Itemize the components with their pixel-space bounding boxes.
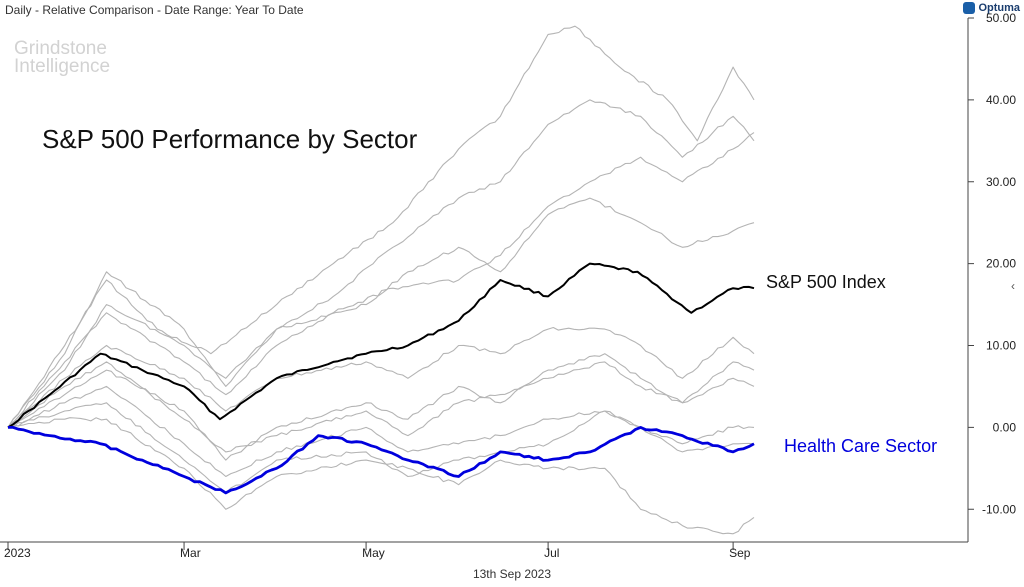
x-tick-label: Jul (544, 546, 559, 560)
y-tick-label: 10.00 (986, 339, 1016, 353)
y-tick-label: 40.00 (986, 93, 1016, 107)
y-tick-label: -10.00 (982, 502, 1016, 516)
y-tick-label: 50.00 (986, 11, 1016, 25)
sector-line (7, 402, 755, 494)
sector-line (7, 25, 755, 428)
watermark: Grindstone Intelligence (14, 38, 111, 77)
sector-line (7, 417, 755, 535)
optuma-logo-icon (963, 2, 976, 14)
sector-line (7, 361, 755, 453)
brand-logo: Optuma (963, 2, 1020, 14)
series-label-health-care: Health Care Sector (784, 436, 938, 456)
watermark-line-2: Intelligence (14, 56, 111, 77)
sector-line (7, 385, 755, 478)
sector-line (7, 353, 755, 461)
x-tick-label: Sep (729, 546, 751, 560)
health-care-line (8, 426, 755, 495)
watermark-line-1: Grindstone (14, 38, 107, 59)
y-tick-label: 20.00 (986, 257, 1016, 271)
collapse-axis-icon[interactable]: ‹ (1011, 279, 1015, 293)
sector-line (7, 326, 755, 428)
brand-name: Optuma (978, 2, 1020, 14)
sector-line (7, 197, 755, 428)
x-tick-label: Mar (180, 546, 201, 560)
index-line (7, 262, 755, 429)
sector-line (7, 99, 755, 428)
y-tick-label: 0.00 (993, 420, 1017, 434)
footer-date: 13th Sep 2023 (472, 567, 552, 581)
series-label-index: S&P 500 Index (766, 272, 886, 292)
sector-line (7, 132, 755, 428)
x-tick-label: 2023 (4, 546, 31, 560)
y-tick-label: 30.00 (986, 175, 1016, 189)
chart-title: S&P 500 Performance by Sector (42, 124, 418, 154)
x-tick-label: May (362, 546, 385, 560)
chart-header: Daily - Relative Comparison - Date Range… (5, 3, 304, 17)
